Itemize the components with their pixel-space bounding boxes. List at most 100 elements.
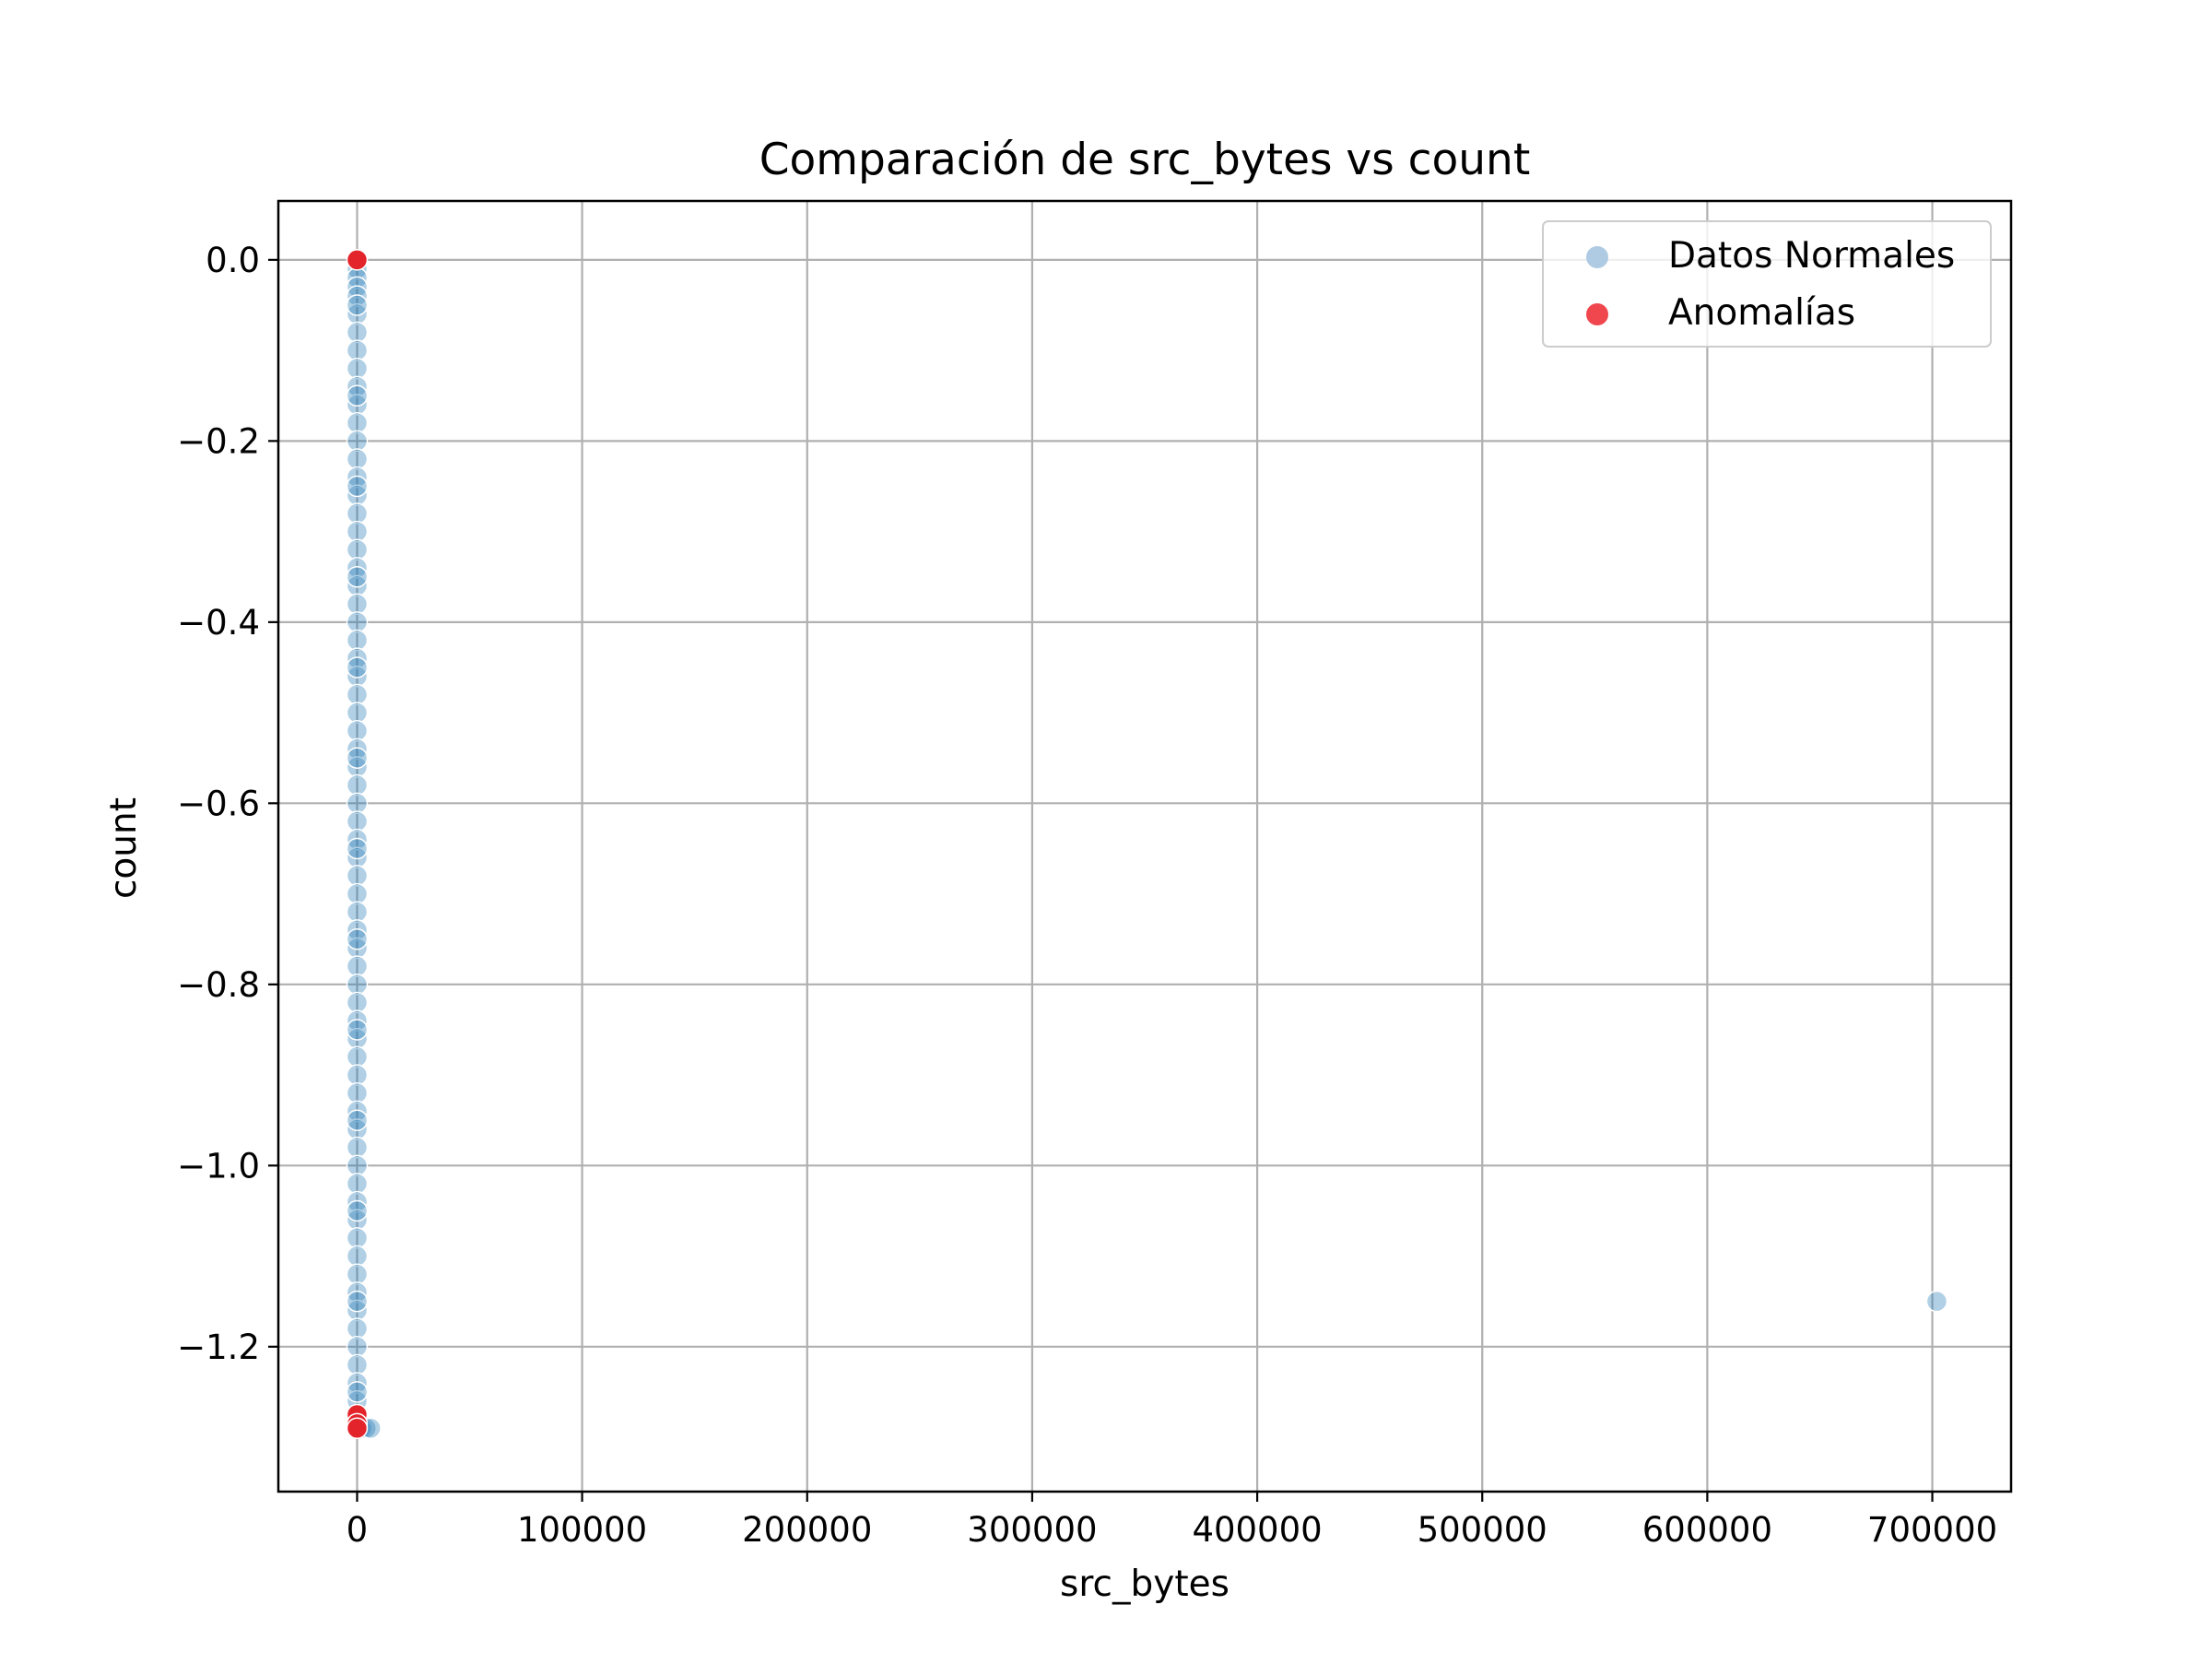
normal-data-point <box>346 828 369 851</box>
normal-data-point <box>346 1009 369 1032</box>
normal-data-point <box>346 773 369 797</box>
legend: Datos Normales Anomalías <box>1542 220 1992 348</box>
normal-data-point <box>346 1317 369 1339</box>
normal-data-point <box>346 882 369 905</box>
normal-data-point <box>346 1281 369 1304</box>
normal-data-point <box>346 1299 369 1322</box>
normal-data-point <box>346 394 369 416</box>
normal-data-point <box>346 358 369 380</box>
grid-lines <box>278 201 2011 1492</box>
normal-data-point <box>346 792 369 815</box>
plot-frame <box>276 199 2013 1493</box>
normal-data-point <box>346 411 369 434</box>
normal-data-point <box>346 520 369 543</box>
x-tick-label: 100000 <box>517 1510 647 1550</box>
legend-box <box>1542 220 1992 348</box>
normal-data-point <box>346 1245 369 1268</box>
normal-data-point <box>346 901 369 923</box>
y-tick-label: −0.6 <box>177 784 260 823</box>
normal-data-point <box>346 927 369 950</box>
normal-data-point <box>346 285 369 307</box>
normal-data-point <box>346 1372 369 1394</box>
chart-title: Comparación de src_bytes vs count <box>759 135 1531 185</box>
normal-data-point <box>346 719 369 742</box>
normal-data-point <box>346 339 369 361</box>
anomaly-point <box>346 249 369 271</box>
axis-ticks: 0 100000 200000 300000 400000 500000 600000 700… <box>177 241 1997 1550</box>
legend-marker-datos-normales <box>1586 246 1608 268</box>
x-axis-label: src_bytes <box>1060 1564 1230 1605</box>
normal-data-point <box>346 810 369 832</box>
normal-data-point <box>346 1154 369 1177</box>
y-tick-label: −1.0 <box>177 1146 260 1186</box>
normal-data-point <box>346 1028 369 1050</box>
x-tick-label: 700000 <box>1867 1510 1997 1550</box>
normal-data-point <box>346 1190 369 1213</box>
normal-data-point <box>346 1336 369 1358</box>
normal-data-point <box>346 430 369 453</box>
normal-data-point <box>346 647 369 669</box>
normal-data-point <box>346 846 369 869</box>
normal-data-point <box>346 611 369 633</box>
normal-data-point <box>346 1045 369 1068</box>
normal-data-point <box>346 502 369 525</box>
normal-data-point <box>346 756 369 778</box>
normal-data-point <box>346 1100 369 1123</box>
x-tick-label: 400000 <box>1192 1510 1322 1550</box>
y-tick-label: 0.0 <box>206 241 260 280</box>
normal-data-point <box>346 747 369 769</box>
normal-data-point <box>346 937 369 960</box>
normal-data-point <box>346 1353 369 1376</box>
normal-data-point <box>346 276 369 299</box>
legend-label-datos-normales: Datos Normales <box>1668 235 1955 277</box>
normal-data-point <box>346 294 369 316</box>
normal-data-point <box>346 919 369 941</box>
normal-data-point <box>346 1118 369 1140</box>
normal-data-point <box>346 1173 369 1195</box>
x-tick-label: 300000 <box>967 1510 1097 1550</box>
x-tick-label: 0 <box>347 1510 369 1550</box>
x-tick-label: 600000 <box>1642 1510 1772 1550</box>
y-axis-label: count <box>103 797 145 899</box>
normal-data-point <box>346 1227 369 1249</box>
normal-data-point <box>346 738 369 761</box>
normal-data-point <box>346 974 369 996</box>
legend-label-anomalias: Anomalías <box>1668 292 1855 334</box>
normal-data-point <box>346 1109 369 1131</box>
normal-data-point <box>346 1064 369 1086</box>
normal-data-point <box>346 466 369 489</box>
normal-data-point <box>346 1019 369 1041</box>
y-tick-label: −0.4 <box>177 603 260 643</box>
normal-data-point <box>346 557 369 579</box>
normal-data-point <box>346 666 369 688</box>
normal-data-point <box>346 1199 369 1222</box>
x-tick-label: 500000 <box>1418 1510 1547 1550</box>
normal-data-point <box>346 955 369 977</box>
normal-data-point <box>346 484 369 507</box>
normal-data-point <box>346 865 369 887</box>
normal-data-point <box>346 321 369 344</box>
normal-data-point <box>346 303 369 325</box>
normal-data-point <box>346 475 369 498</box>
y-tick-label: −0.2 <box>177 421 260 461</box>
data-points <box>346 249 1948 1439</box>
normal-data-point <box>346 375 369 398</box>
normal-data-point <box>346 593 369 615</box>
normal-data-point <box>346 538 369 561</box>
normal-data-point <box>1925 1290 1948 1313</box>
normal-data-point <box>346 1209 369 1232</box>
normal-data-point <box>346 629 369 652</box>
normal-data-point <box>346 837 369 860</box>
normal-data-point <box>346 448 369 470</box>
normal-data-point <box>346 565 369 588</box>
normal-data-point <box>346 574 369 597</box>
normal-data-point <box>346 1381 369 1403</box>
legend-marker-anomalias <box>1586 303 1608 325</box>
normal-data-point <box>346 702 369 724</box>
x-tick-label: 200000 <box>742 1510 872 1550</box>
normal-data-point <box>346 1290 369 1313</box>
normal-data-point <box>346 991 369 1014</box>
anomaly-point <box>346 1417 369 1439</box>
